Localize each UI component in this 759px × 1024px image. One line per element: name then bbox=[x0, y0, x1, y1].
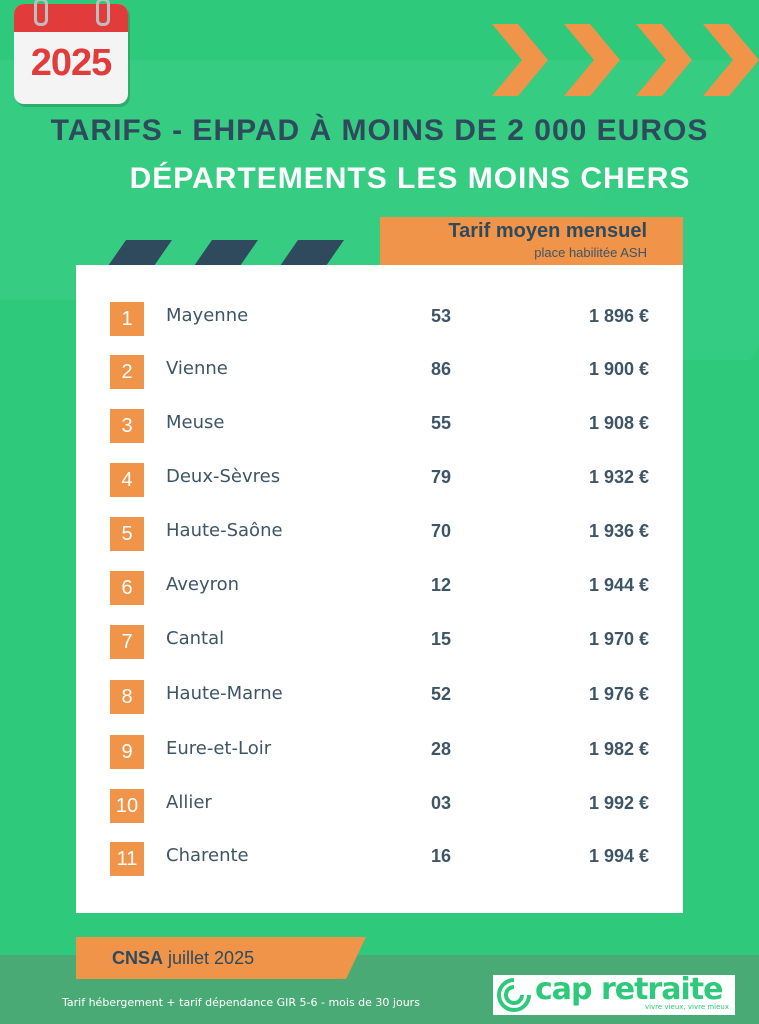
department-name: Aveyron bbox=[166, 574, 240, 595]
column-header-title: Tarif moyen mensuel bbox=[448, 220, 647, 242]
source-date: juillet 2025 bbox=[168, 948, 255, 968]
rank-badge: 5 bbox=[110, 517, 144, 551]
monthly-price: 1 896 € bbox=[588, 306, 649, 326]
monthly-price: 1 900 € bbox=[588, 359, 649, 379]
rank-badge: 2 bbox=[110, 355, 144, 389]
rank-badge: 7 bbox=[110, 625, 144, 659]
monthly-price: 1 932 € bbox=[588, 467, 649, 487]
logo-mark-icon bbox=[497, 978, 531, 1012]
column-header-subtitle: place habilitée ASH bbox=[534, 245, 647, 260]
department-code: 55 bbox=[430, 413, 452, 433]
logo-tagline: vivre vieux, vivre mieux bbox=[644, 1003, 729, 1011]
department-code: 28 bbox=[430, 739, 452, 759]
cap-retraite-logo: cap retraite vivre vieux, vivre mieux bbox=[493, 972, 735, 1015]
monthly-price: 1 982 € bbox=[588, 739, 649, 759]
footnote: Tarif hébergement + tarif dépendance GIR… bbox=[62, 996, 420, 1009]
monthly-price: 1 908 € bbox=[588, 413, 649, 433]
department-name: Cantal bbox=[166, 628, 225, 649]
table-row: 3 Meuse 55 1 908 € bbox=[76, 407, 683, 447]
rank-badge: 1 bbox=[110, 302, 144, 336]
table-row: 10 Allier 03 1 992 € bbox=[76, 787, 683, 827]
rank-badge: 3 bbox=[110, 409, 144, 443]
department-name: Deux-Sèvres bbox=[166, 466, 281, 487]
department-code: 79 bbox=[430, 467, 452, 487]
page-subtitle: DÉPARTEMENTS LES MOINS CHERS bbox=[129, 162, 691, 195]
rank-badge: 6 bbox=[110, 571, 144, 605]
logo-name: cap retraite bbox=[535, 972, 723, 1007]
department-code: 16 bbox=[430, 846, 452, 866]
rank-badge: 10 bbox=[110, 789, 144, 823]
chevron-right-icon bbox=[636, 24, 692, 96]
chevron-right-icon bbox=[703, 24, 759, 96]
table-row: 6 Aveyron 12 1 944 € bbox=[76, 569, 683, 609]
monthly-price: 1 976 € bbox=[588, 684, 649, 704]
rank-badge: 9 bbox=[110, 735, 144, 769]
department-name: Mayenne bbox=[166, 305, 249, 326]
calendar-ring bbox=[34, 0, 48, 26]
department-code: 12 bbox=[430, 575, 452, 595]
department-code: 86 bbox=[430, 359, 452, 379]
department-name: Eure-et-Loir bbox=[166, 738, 272, 759]
rank-badge: 8 bbox=[110, 680, 144, 714]
department-name: Meuse bbox=[166, 412, 225, 433]
table-row: 8 Haute-Marne 52 1 976 € bbox=[76, 678, 683, 718]
source-tab: CNSA juillet 2025 bbox=[76, 937, 366, 979]
department-code: 03 bbox=[430, 793, 452, 813]
chevron-right-icon bbox=[564, 24, 620, 96]
department-code: 53 bbox=[430, 306, 452, 326]
calendar-year: 2025 bbox=[30, 42, 113, 84]
department-code: 70 bbox=[430, 521, 452, 541]
table-row: 2 Vienne 86 1 900 € bbox=[76, 353, 683, 393]
calendar-ring bbox=[96, 0, 110, 26]
department-name: Haute-Marne bbox=[166, 683, 283, 704]
rank-badge: 11 bbox=[110, 842, 144, 876]
source-tab-shape bbox=[76, 937, 366, 979]
department-name: Vienne bbox=[166, 358, 228, 379]
table-row: 7 Cantal 15 1 970 € bbox=[76, 623, 683, 663]
calendar-icon: 2025 bbox=[14, 0, 130, 106]
rank-badge: 4 bbox=[110, 463, 144, 497]
department-code: 52 bbox=[430, 684, 452, 704]
department-name: Haute-Saône bbox=[166, 520, 283, 541]
department-name: Allier bbox=[166, 792, 212, 813]
ranking-table: 1 Mayenne 53 1 896 € 2 Vienne 86 1 900 €… bbox=[76, 265, 683, 913]
monthly-price: 1 944 € bbox=[588, 575, 649, 595]
monthly-price: 1 994 € bbox=[588, 846, 649, 866]
column-header-tab: Tarif moyen mensuel place habilitée ASH bbox=[380, 217, 683, 265]
department-code: 15 bbox=[430, 629, 452, 649]
monthly-price: 1 992 € bbox=[588, 793, 649, 813]
table-row: 11 Charente 16 1 994 € bbox=[76, 840, 683, 880]
chevron-right-icon bbox=[492, 24, 548, 96]
source-label: CNSA juillet 2025 bbox=[112, 948, 254, 969]
page-title: TARIFS - EHPAD À MOINS DE 2 000 EUROS bbox=[50, 114, 709, 147]
table-row: 4 Deux-Sèvres 79 1 932 € bbox=[76, 461, 683, 501]
department-name: Charente bbox=[166, 845, 249, 866]
table-row: 9 Eure-et-Loir 28 1 982 € bbox=[76, 733, 683, 773]
chevron-arrows-decoration bbox=[492, 24, 759, 96]
monthly-price: 1 970 € bbox=[588, 629, 649, 649]
monthly-price: 1 936 € bbox=[588, 521, 649, 541]
calendar-header bbox=[14, 4, 128, 32]
table-row: 5 Haute-Saône 70 1 936 € bbox=[76, 515, 683, 555]
source-org: CNSA bbox=[112, 948, 164, 968]
table-row: 1 Mayenne 53 1 896 € bbox=[76, 300, 683, 340]
stripes-decoration bbox=[108, 240, 344, 266]
